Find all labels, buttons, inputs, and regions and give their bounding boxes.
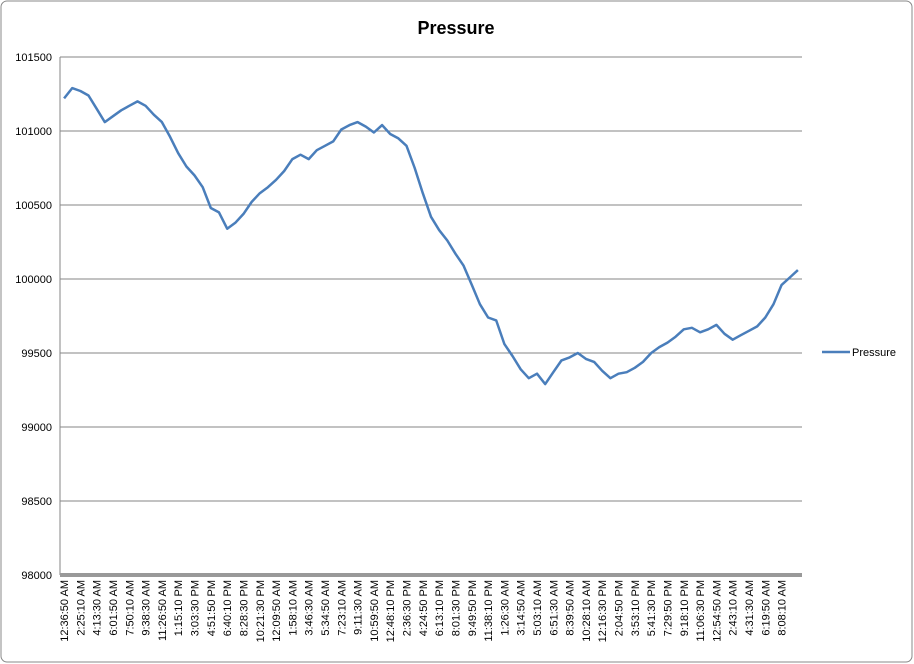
y-tick-label: 100500: [15, 200, 52, 212]
x-tick-label: 11:26:50 AM: [157, 580, 169, 641]
x-tick-label: 8:01:30 PM: [450, 580, 462, 636]
x-tick-label: 5:34:50 AM: [320, 580, 332, 636]
x-tick-label: 12:36:50 AM: [59, 580, 71, 642]
x-tick-label: 3:03:30 PM: [190, 580, 202, 636]
x-tick-label: 4:31:30 AM: [744, 580, 756, 636]
x-tick-label: 4:24:50 PM: [418, 580, 430, 636]
y-tick-label: 100000: [15, 274, 52, 286]
x-tick-label: 4:51:50 PM: [206, 580, 218, 636]
x-tick-label: 6:13:10 PM: [434, 580, 446, 636]
x-tick-label: 11:06:30 PM: [695, 580, 707, 642]
x-tick-label: 3:14:50 AM: [516, 580, 528, 636]
x-tick-label: 11:38:10 PM: [483, 580, 495, 642]
y-tick-label: 98500: [21, 496, 52, 508]
y-tick-label: 98000: [21, 570, 52, 582]
x-tick-label: 3:46:30 AM: [304, 580, 316, 636]
x-tick-label: 5:03:10 AM: [532, 580, 544, 636]
x-tick-label: 6:19:50 AM: [760, 580, 772, 636]
y-tick-label: 99500: [21, 348, 52, 360]
x-tick-label: 1:26:30 AM: [499, 580, 511, 636]
x-tick-label: 10:59:50 AM: [369, 580, 381, 642]
x-tick-label: 3:53:10 PM: [630, 580, 642, 636]
x-tick-label: 8:39:50 AM: [565, 580, 577, 636]
x-tick-label: 2:43:10 AM: [728, 580, 740, 636]
x-tick-label: 1:58:10 AM: [287, 580, 299, 636]
x-tick-label: 9:49:50 PM: [467, 580, 479, 636]
x-tick-label: 12:54:50 AM: [711, 580, 723, 642]
x-tick-label: 4:13:30 AM: [92, 580, 104, 636]
x-tick-label: 8:08:10 AM: [777, 580, 789, 636]
x-tick-label: 12:48:10 PM: [385, 580, 397, 642]
x-tick-label: 9:18:10 PM: [679, 580, 691, 636]
x-tick-label: 2:36:30 PM: [402, 580, 414, 636]
x-tick-label: 2:04:50 PM: [614, 580, 626, 636]
x-tick-label: 9:38:30 AM: [141, 580, 153, 636]
x-tick-label: 6:01:50 AM: [108, 580, 120, 636]
legend-label: Pressure: [852, 347, 896, 359]
x-tick-label: 5:41:30 PM: [646, 580, 658, 636]
x-tick-label: 12:16:30 PM: [597, 580, 609, 642]
data-line: [63, 86, 799, 386]
x-tick-label: 2:25:10 AM: [75, 580, 87, 636]
y-tick-label: 99000: [21, 422, 52, 434]
x-tick-label: 10:21:30 PM: [255, 580, 267, 642]
x-tick-label: 9:11:30 AM: [353, 580, 365, 635]
x-tick-label: 7:23:10 AM: [336, 580, 348, 636]
x-tick-label: 7:29:50 PM: [662, 580, 674, 636]
x-tick-label: 6:51:30 AM: [548, 580, 560, 636]
x-tick-label: 1:15:10 PM: [173, 580, 185, 636]
x-tick-label: 8:28:30 PM: [238, 580, 250, 636]
x-tick-label: 10:28:10 AM: [581, 580, 593, 642]
y-tick-label: 101500: [15, 52, 52, 64]
x-tick-label: 12:09:50 AM: [271, 580, 283, 642]
x-tick-label: 7:50:10 AM: [124, 580, 136, 636]
chart-title: Pressure: [417, 18, 494, 38]
x-tick-label: 6:40:10 PM: [222, 580, 234, 636]
y-tick-label: 101000: [15, 126, 52, 138]
